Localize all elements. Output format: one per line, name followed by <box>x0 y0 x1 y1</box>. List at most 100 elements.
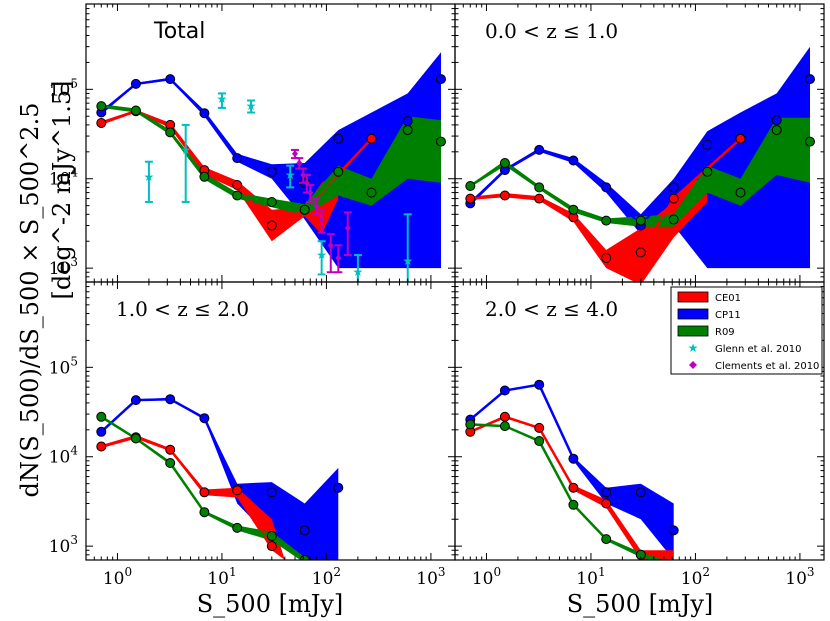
line-cp11 <box>100 397 340 533</box>
point-r09 <box>499 421 510 432</box>
point-ce01 <box>96 118 107 128</box>
point-ce01 <box>534 193 545 204</box>
point-r09 <box>534 182 545 193</box>
point-r09 <box>333 166 344 177</box>
point-glenn: ★ <box>285 168 296 182</box>
y-axis-label: dN(S_500)/dS_500 × S_500^2.5 <box>16 103 44 498</box>
point-clements <box>296 159 303 167</box>
panel-1-ticks <box>454 3 824 283</box>
point-r09 <box>465 419 476 430</box>
panel-1-plot <box>465 46 815 282</box>
y-tick-label: 105 <box>49 354 78 378</box>
legend: CE01 CP11 R09 ★ Glenn et al. 2010 Clements et… <box>670 286 823 375</box>
panel-3-plot <box>465 379 679 560</box>
legend-swatch-ce01 <box>677 291 709 303</box>
point-r09 <box>165 127 176 138</box>
x-tick-label: 100 <box>103 565 132 589</box>
point-r09 <box>232 190 243 201</box>
line-cp11 <box>100 77 442 185</box>
point-r09 <box>601 215 612 226</box>
legend-label: R09 <box>715 327 735 338</box>
panel-0-plot: ★ ★ ★ ★ ★ ★ ★ ★ <box>96 52 446 282</box>
point-ce01 <box>499 190 510 201</box>
point-cp11 <box>771 115 782 126</box>
panel-3-label: 2.0 < z ≤ 4.0 <box>485 297 618 321</box>
point-cp11 <box>635 487 646 498</box>
y-tick-label: 105 <box>49 76 78 100</box>
legend-swatch-r09 <box>677 325 709 337</box>
band-r09 <box>101 104 442 216</box>
legend-diamond-icon <box>689 361 697 369</box>
point-r09 <box>96 411 107 422</box>
point-cp11 <box>568 453 579 464</box>
line-ce01 <box>100 435 273 547</box>
band-cp11 <box>101 52 442 269</box>
point-r09 <box>568 499 579 510</box>
panel-2-plot <box>96 394 344 560</box>
point-r09 <box>568 204 579 215</box>
point-ce01 <box>266 220 277 231</box>
point-ce01 <box>568 482 579 493</box>
point-r09 <box>534 436 545 446</box>
point-r09 <box>735 187 746 198</box>
y-axis-units: [deg^-2 mJy^1.5] <box>48 81 76 300</box>
panel-3-frame <box>454 281 825 561</box>
point-cp11 <box>199 108 210 119</box>
point-ce01 <box>165 444 176 455</box>
band-cp11 <box>101 397 339 560</box>
legend-label: Glenn et al. 2010 <box>715 344 802 355</box>
y-tick-label: 104 <box>49 166 79 190</box>
point-r09 <box>402 125 413 136</box>
point-cp11 <box>668 182 679 193</box>
line-ce01 <box>469 415 642 556</box>
point-cp11 <box>402 116 413 127</box>
point-cp11 <box>130 78 141 89</box>
point-clements <box>318 216 325 224</box>
point-r09 <box>635 215 646 226</box>
x-tick-label: 103 <box>416 565 445 589</box>
point-r09 <box>96 101 107 112</box>
point-cp11 <box>568 155 579 166</box>
panel-3-ticks: 100 101 102 103 <box>454 281 824 589</box>
point-r09 <box>199 171 210 182</box>
point-cp11 <box>266 487 277 498</box>
point-ce01 <box>735 133 746 144</box>
point-cp11 <box>499 385 510 396</box>
point-cp11 <box>534 379 545 390</box>
y-tick-label: 103 <box>49 533 78 557</box>
x-tick-label: 103 <box>785 565 814 589</box>
point-glenn: ★ <box>316 248 327 262</box>
point-ce01 <box>232 485 243 496</box>
panel-2-ticks: 103 104 105 100 101 102 103 <box>49 281 455 589</box>
x-tick-label: 101 <box>576 565 605 589</box>
point-cp11 <box>130 395 141 406</box>
point-r09 <box>266 531 277 541</box>
point-ce01 <box>199 487 210 498</box>
point-cp11 <box>333 482 344 493</box>
band-r09 <box>470 117 810 227</box>
legend-label: CE01 <box>715 293 741 304</box>
point-cp11 <box>805 74 815 85</box>
point-r09 <box>130 433 141 444</box>
point-r09 <box>702 166 713 177</box>
point-clements <box>291 150 298 158</box>
x-tick-label: 101 <box>207 565 236 589</box>
point-ce01 <box>534 422 545 433</box>
point-r09 <box>499 158 510 168</box>
x-tick-label: 100 <box>472 565 501 589</box>
x-axis-label-right: S_500 [mJy] <box>567 590 714 618</box>
point-glenn: ★ <box>402 254 413 268</box>
point-r09 <box>299 555 310 560</box>
y-axis-label-formula: dN(S_500)/dS_500 × S_500^2.5 <box>16 103 44 498</box>
x-tick-label: 102 <box>681 565 710 589</box>
point-r09 <box>366 187 377 198</box>
point-ce01 <box>668 193 679 204</box>
y-tick-label: 103 <box>49 255 78 279</box>
point-cp11 <box>199 413 210 424</box>
point-ce01 <box>266 541 277 552</box>
panel-0-label: Total <box>153 19 205 44</box>
panel-1: 0.0 < z ≤ 1.0 <box>454 3 825 283</box>
point-glenn: ★ <box>217 92 228 106</box>
